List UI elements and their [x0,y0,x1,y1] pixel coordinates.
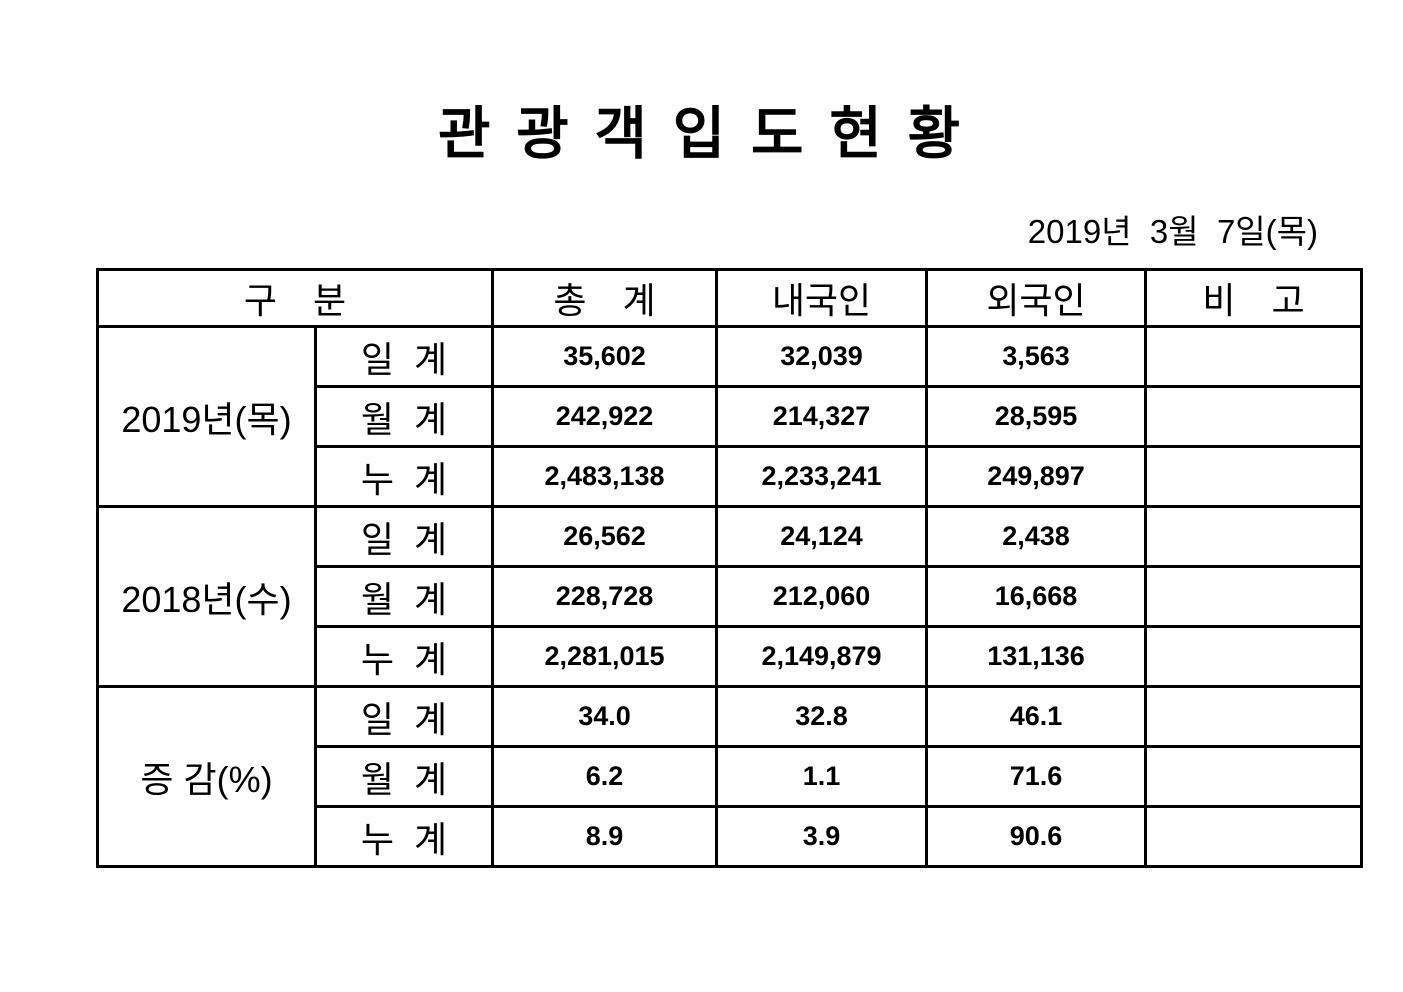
note-cell [1144,505,1363,568]
note-cell [1144,745,1363,808]
table-row: 2018년(수) 일 계 26,562 24,124 2,438 [96,505,1363,688]
row-label-daily: 일 계 [314,505,494,568]
header-note: 비 고 [1144,268,1363,328]
total-value: 6.2 [491,745,718,808]
total-value: 228,728 [491,565,718,628]
header-category: 구 분 [96,268,494,328]
domestic-value: 3.9 [715,805,928,868]
foreign-value: 90.6 [925,805,1147,868]
domestic-value: 32.8 [715,685,928,748]
group-label-2019: 2019년(목) [96,325,317,508]
foreign-value: 2,438 [925,505,1147,568]
table-row: 누 계 2,483,138 2,233,241 249,897 [98,445,1363,508]
table-row: 월 계 228,728 212,060 16,668 [98,565,1363,628]
domestic-value: 32,039 [715,325,928,388]
table-row: 누 계 2,281,015 2,149,879 131,136 [98,625,1363,688]
total-value: 26,562 [491,505,718,568]
table-row: 누 계 8.9 3.9 90.6 [98,805,1363,868]
foreign-value: 71.6 [925,745,1147,808]
group-label-change-pct: 증 감(%) [96,685,317,868]
note-cell [1144,325,1363,388]
note-cell [1144,685,1363,748]
foreign-value: 249,897 [925,445,1147,508]
document-title: 관 광 객 입 도 현 황 [437,102,966,166]
table-row: 월 계 6.2 1.1 71.6 [98,745,1363,808]
row-label-daily: 일 계 [314,325,494,388]
header-total: 총 계 [491,268,718,328]
row-label-monthly: 월 계 [314,745,494,808]
foreign-value: 28,595 [925,385,1147,448]
report-date: 2019년 3월 7일(목) [1027,213,1318,250]
row-label-monthly: 월 계 [314,565,494,628]
domestic-value: 24,124 [715,505,928,568]
header-domestic: 내국인 [715,268,928,328]
total-value: 35,602 [491,325,718,388]
row-label-cumulative: 누 계 [314,445,494,508]
table-header-row: 구 분 총 계 내국인 외국인 비 고 [96,268,1363,328]
table-row: 증 감(%) 일 계 34.0 32.8 46.1 [96,685,1363,868]
header-foreign: 외국인 [925,268,1147,328]
domestic-value: 214,327 [715,385,928,448]
foreign-value: 131,136 [925,625,1147,688]
total-value: 34.0 [491,685,718,748]
row-label-cumulative: 누 계 [314,625,494,688]
domestic-value: 212,060 [715,565,928,628]
note-cell [1144,385,1363,448]
total-value: 8.9 [491,805,718,868]
row-label-cumulative: 누 계 [314,805,494,868]
note-cell [1144,625,1363,688]
foreign-value: 46.1 [925,685,1147,748]
note-cell [1144,805,1363,868]
total-value: 2,281,015 [491,625,718,688]
domestic-value: 1.1 [715,745,928,808]
table-row: 월 계 242,922 214,327 28,595 [98,385,1363,448]
row-label-daily: 일 계 [314,685,494,748]
row-label-monthly: 월 계 [314,385,494,448]
foreign-value: 16,668 [925,565,1147,628]
note-cell [1144,445,1363,508]
group-label-2018: 2018년(수) [96,505,317,688]
total-value: 2,483,138 [491,445,718,508]
tourist-statistics-table: 구 분 총 계 내국인 외국인 비 고 2019년(목) 일 계 35,602 … [96,268,1363,868]
total-value: 242,922 [491,385,718,448]
domestic-value: 2,233,241 [715,445,928,508]
foreign-value: 3,563 [925,325,1147,388]
table-row: 2019년(목) 일 계 35,602 32,039 3,563 [96,325,1363,508]
note-cell [1144,565,1363,628]
domestic-value: 2,149,879 [715,625,928,688]
